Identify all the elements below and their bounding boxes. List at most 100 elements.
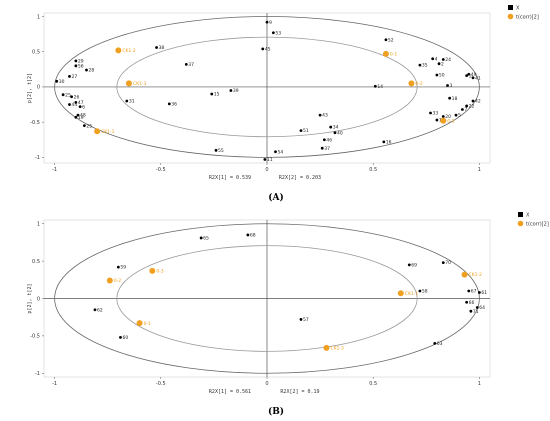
x-variable-point xyxy=(465,300,469,304)
legend-marker-square xyxy=(518,212,523,217)
tcorr-point-label: 0-3 xyxy=(447,118,454,124)
y-tick-label: 1 xyxy=(37,222,40,228)
x-tick-label: -1 xyxy=(52,167,57,173)
x-variable-point-label: 57 xyxy=(303,317,309,323)
x-variable-point-label: 3 xyxy=(450,83,453,89)
x-variable-point xyxy=(70,95,74,99)
x-variable-point xyxy=(384,38,388,42)
tcorr-point-label: CK1-1 xyxy=(101,129,115,135)
x-variable-point xyxy=(382,140,386,144)
x-variable-point xyxy=(61,93,65,97)
x-variable-point xyxy=(446,84,449,87)
tcorr-point-label: CK1-2 xyxy=(122,48,136,54)
x-variable-point-label: 33 xyxy=(433,111,439,117)
x-variable-point-label: 48 xyxy=(80,113,86,119)
x-tick-label: -1 xyxy=(52,381,57,387)
x-variable-point-label: 28 xyxy=(88,68,94,74)
x-variable-point-label: 50 xyxy=(439,73,445,79)
x-variable-point-label: 25 xyxy=(86,123,92,129)
x-variable-point-label: 58 xyxy=(422,289,428,295)
tcorr-point xyxy=(115,47,122,54)
x-variable-point-label: 55 xyxy=(218,148,224,154)
x-variable-point-label: 68 xyxy=(250,233,256,239)
x-variable-point xyxy=(265,20,269,24)
x-variable-point xyxy=(74,101,78,104)
x-variable-point xyxy=(246,233,250,237)
tcorr-point xyxy=(106,277,113,284)
x-variable-point-label: 69 xyxy=(411,262,417,268)
x-variable-point-label: 38 xyxy=(159,45,165,51)
x-variable-point-label: 62 xyxy=(97,307,103,313)
x-variable-point xyxy=(465,104,469,108)
x-variable-point-label: 15 xyxy=(214,92,220,98)
x-variable-point-label: 43 xyxy=(322,113,328,119)
x-variable-point xyxy=(299,129,303,133)
x-variable-point-label: 27 xyxy=(71,74,77,80)
x-variable-point xyxy=(471,76,475,80)
x-variable-point xyxy=(155,46,158,49)
y-axis-label: p[2], t[2] xyxy=(27,73,33,103)
x-variable-point-label: 25 xyxy=(65,92,71,98)
x-variable-point-label: 39 xyxy=(233,88,239,94)
x-variable-point xyxy=(263,158,267,161)
x-variable-point xyxy=(55,79,59,83)
tcorr-point-label: CK1-2 xyxy=(469,272,483,278)
x-axis-label-2: R2X[2] = 0.19 xyxy=(280,389,319,395)
x-tick-label: -0.5 xyxy=(156,167,166,173)
x-variable-point-label: 30 xyxy=(59,79,65,85)
x-variable-point-label: 45 xyxy=(265,47,271,53)
x-variable-point xyxy=(68,74,71,78)
x-variable-point-label: 24 xyxy=(445,57,451,63)
tcorr-point-label: 0-3 xyxy=(156,268,163,274)
x-variable-point xyxy=(167,102,171,106)
x-variable-point-label: 47 xyxy=(78,100,84,106)
x-variable-point-label: 9 xyxy=(269,20,272,26)
x-variable-point xyxy=(465,74,469,78)
x-variable-point-label: 19 xyxy=(78,115,84,121)
x-variable-point xyxy=(93,308,97,312)
x-variable-point xyxy=(322,138,326,142)
x-variable-point-label: 20 xyxy=(445,114,451,120)
x-variable-point xyxy=(76,113,80,117)
tcorr-point xyxy=(323,344,330,351)
x-tick-label: 1 xyxy=(478,381,481,387)
tcorr-point-label: CK1-1 xyxy=(405,291,419,297)
x-variable-point xyxy=(418,63,422,67)
x-variable-point xyxy=(329,125,333,129)
x-variable-point-label: 18 xyxy=(452,96,458,102)
x-variable-point xyxy=(460,108,464,111)
x-tick-label: -0.5 xyxy=(156,381,166,387)
x-variable-point-label: 36 xyxy=(171,101,177,107)
x-variable-point-label: 26 xyxy=(74,94,80,100)
tcorr-point xyxy=(94,128,101,135)
y-tick-label: 0 xyxy=(37,296,40,302)
x-variable-point xyxy=(431,57,435,61)
x-variable-point-label: 5 xyxy=(458,113,461,119)
x-variable-point xyxy=(471,99,475,103)
x-variable-point-label: 6 xyxy=(82,104,85,110)
x-variable-point-label: 35 xyxy=(422,63,428,69)
x-variable-point xyxy=(333,131,337,135)
x-variable-point xyxy=(78,105,82,109)
x-variable-point xyxy=(271,31,275,35)
y-tick-label: -1 xyxy=(35,155,40,161)
y-tick-label: 0.5 xyxy=(32,50,40,56)
y-tick-label: -0.5 xyxy=(30,120,40,126)
x-variable-point-label: 64 xyxy=(479,305,485,311)
tcorr-point xyxy=(149,267,156,274)
x-variable-point-label: 29 xyxy=(78,58,84,64)
x-variable-point-label: 53 xyxy=(275,30,281,36)
x-variable-point xyxy=(435,73,439,77)
x-variable-point-label: 70 xyxy=(445,260,451,266)
y-tick-label: 0 xyxy=(37,85,40,91)
x-tick-label: 0 xyxy=(265,381,268,387)
x-variable-point xyxy=(320,146,324,150)
x-variable-point-label: 49 xyxy=(471,72,477,78)
x-variable-point-label: 56 xyxy=(78,63,84,69)
x-variable-point-label: 54 xyxy=(277,149,283,155)
x-variable-point xyxy=(433,341,437,345)
x-tick-label: 0.5 xyxy=(369,381,377,387)
x-variable-point-label: 34 xyxy=(333,125,339,131)
x-axis-label-2: R2X[2] = 0.203 xyxy=(279,175,321,181)
